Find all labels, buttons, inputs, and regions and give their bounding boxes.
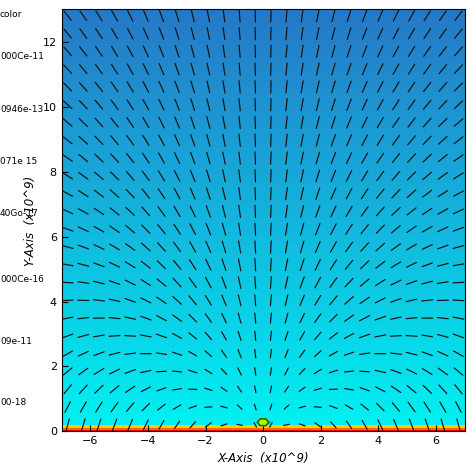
Text: 000Ce-16: 000Ce-16 bbox=[0, 275, 44, 284]
X-axis label: X-Axis  (x10^9): X-Axis (x10^9) bbox=[217, 452, 309, 465]
Polygon shape bbox=[257, 419, 269, 426]
Text: 000Ce-11: 000Ce-11 bbox=[0, 53, 44, 61]
Text: color: color bbox=[0, 10, 22, 18]
Y-axis label: Y-Axis  (x10^9): Y-Axis (x10^9) bbox=[24, 175, 37, 265]
Text: 40Go-17: 40Go-17 bbox=[0, 209, 39, 218]
Text: 071e 15: 071e 15 bbox=[0, 157, 37, 165]
Text: 00-18: 00-18 bbox=[0, 399, 26, 407]
Text: 09e-11: 09e-11 bbox=[0, 337, 32, 346]
Text: 0946e-13: 0946e-13 bbox=[0, 105, 43, 113]
